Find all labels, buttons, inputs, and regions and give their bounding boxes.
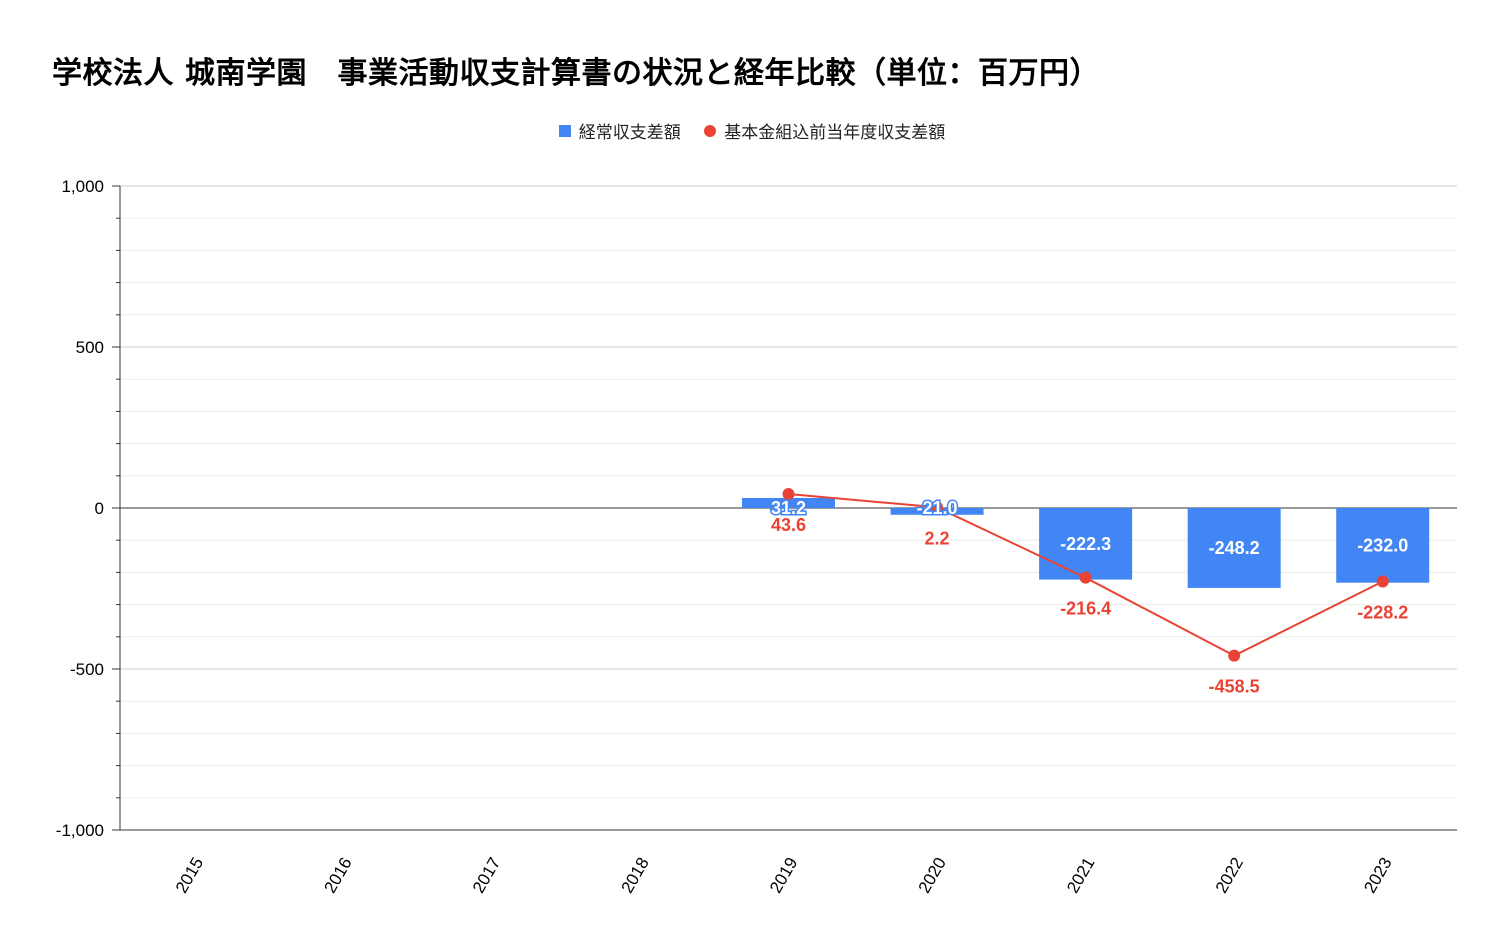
line-data-label: -228.2 <box>1357 602 1408 622</box>
legend: 経常収支差額 基本金組込前当年度収支差額 <box>0 118 1504 143</box>
bar <box>1336 508 1430 583</box>
x-tick-label: 2019 <box>766 854 801 896</box>
line-data-label: -216.4 <box>1060 599 1111 619</box>
line-point <box>1079 571 1092 584</box>
x-tick-label: 2020 <box>915 854 950 896</box>
y-tick-label: 0 <box>95 499 104 518</box>
x-tick-label: 2017 <box>469 854 504 896</box>
line-point <box>1228 649 1241 662</box>
legend-item-bar[interactable]: 経常収支差額 <box>558 118 681 143</box>
legend-bar-label: 経常収支差額 <box>578 123 681 143</box>
bar-data-label: -222.3 <box>1060 534 1111 554</box>
line-data-label: 43.6 <box>771 515 806 535</box>
x-tick-label: 2021 <box>1063 854 1098 896</box>
x-tick-label: 2016 <box>320 854 355 896</box>
bar-data-label: 31.2 <box>771 498 806 518</box>
legend-item-line[interactable]: 基本金組込前当年度収支差額 <box>704 118 945 143</box>
bar-data-label: -248.2 <box>1209 538 1260 558</box>
bar <box>1039 508 1133 580</box>
bar-data-label: -232.0 <box>1357 535 1408 555</box>
x-tick-label: 2023 <box>1360 854 1395 896</box>
bar <box>1187 508 1281 588</box>
line-point <box>782 487 795 500</box>
y-tick-label: 500 <box>76 338 104 357</box>
line-data-label: -458.5 <box>1209 677 1260 697</box>
legend-line-label: 基本金組込前当年度収支差額 <box>724 123 946 143</box>
x-tick-label: 2022 <box>1212 854 1247 896</box>
line-data-label: 2.2 <box>925 528 950 548</box>
legend-line-swatch <box>704 124 717 137</box>
legend-bar-swatch <box>558 124 571 137</box>
x-tick-label: 2018 <box>617 854 652 896</box>
bar <box>742 497 835 508</box>
line-point <box>931 501 944 514</box>
line-point <box>1376 575 1389 588</box>
bar-data-label: -21.0 <box>917 498 958 518</box>
y-tick-label: -1,000 <box>56 821 104 840</box>
y-tick-label: -500 <box>70 660 104 679</box>
y-tick-label: 1,000 <box>61 177 104 196</box>
chart-title: 学校法人 城南学園 事業活動収支計算書の状況と経年比較（単位：百万円） <box>52 56 1100 91</box>
x-tick-label: 2015 <box>172 854 207 896</box>
